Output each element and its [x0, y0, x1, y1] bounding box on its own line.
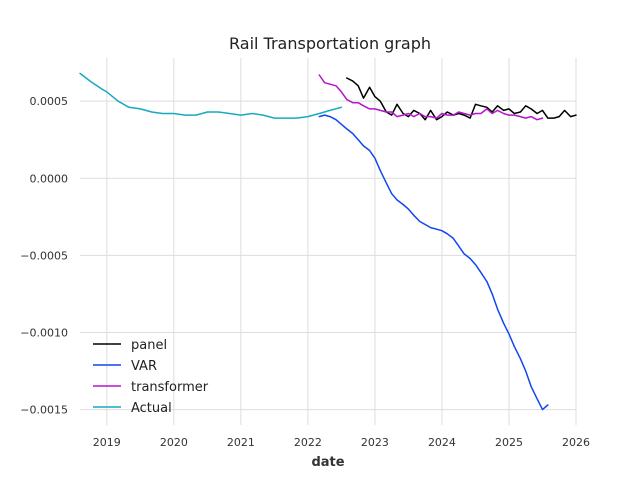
y-tick-label: 0.0000	[30, 172, 69, 185]
chart-title: Rail Transportation graph	[229, 34, 431, 53]
legend-label-actual: Actual	[131, 401, 172, 416]
y-tick-label: −0.0005	[20, 249, 68, 262]
y-tick-label: 0.0005	[30, 95, 69, 108]
legend-label-panel: panel	[131, 338, 167, 353]
x-tick-label: 2025	[495, 436, 523, 449]
legend: panel VAR transformer Actual	[93, 338, 209, 416]
x-tick-label: 2020	[160, 436, 188, 449]
series-line-var	[318, 114, 549, 411]
series-line-actual	[79, 72, 343, 119]
x-tick-label: 2019	[93, 436, 121, 449]
y-tick-label: −0.0015	[20, 404, 68, 417]
grid-layer	[80, 58, 577, 425]
y-tick-label: −0.0010	[20, 326, 68, 339]
x-tick-label: 2022	[294, 436, 322, 449]
x-axis-label: date	[311, 455, 344, 470]
x-tick-label: 2026	[562, 436, 590, 449]
x-tick-label: 2021	[227, 436, 255, 449]
x-tick-label: 2023	[361, 436, 389, 449]
x-tick-label: 2024	[428, 436, 456, 449]
legend-label-var: VAR	[131, 359, 157, 374]
tick-layer: 2019 2020 2021 2022 2023 2024 2025 2026 0.0005 0.…	[20, 95, 590, 449]
series-layer	[79, 72, 577, 411]
series-line-panel	[346, 77, 577, 121]
series-line-transformer	[318, 74, 544, 121]
legend-label-transformer: transformer	[131, 380, 209, 395]
